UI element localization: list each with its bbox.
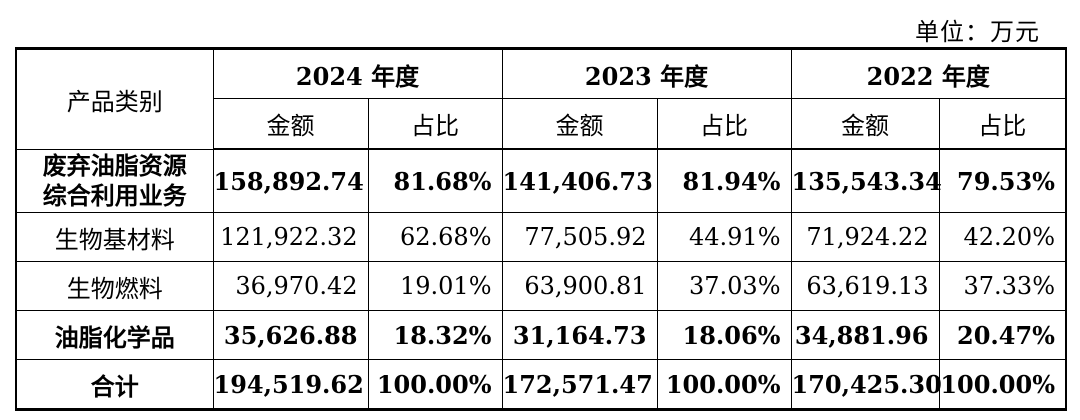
- amount-cell: 63,900.81: [501, 261, 658, 311]
- amount-cell: 170,425.30: [790, 359, 942, 410]
- ratio-cell: 18.32%: [367, 310, 503, 360]
- category-line: 废弃油脂资源: [42, 151, 187, 180]
- amount-cell: 31,164.73: [501, 310, 658, 360]
- table-row: 生物基材料 121,922.32 62.68% 77,505.92 44.91%…: [15, 212, 1067, 262]
- category-header: 产品类别: [15, 48, 214, 150]
- ratio-header: 占比: [367, 98, 503, 150]
- category-line: 综合利用业务: [42, 181, 187, 210]
- amount-cell: 194,519.62: [212, 359, 369, 410]
- ratio-cell: 37.03%: [656, 261, 792, 311]
- amount-cell: 158,892.74: [212, 148, 369, 213]
- ratio-cell: 44.91%: [656, 212, 792, 262]
- ratio-cell: 19.01%: [367, 261, 503, 311]
- row-category: 废弃油脂资源 综合利用业务: [15, 148, 214, 213]
- ratio-cell: 18.06%: [656, 310, 792, 360]
- table-row: 生物燃料 36,970.42 19.01% 63,900.81 37.03% 6…: [15, 261, 1067, 311]
- ratio-header: 占比: [938, 98, 1067, 150]
- amount-header: 金额: [790, 98, 940, 150]
- ratio-cell: 79.53%: [938, 148, 1067, 213]
- amount-cell: 135,543.34: [790, 148, 942, 213]
- amount-header: 金额: [501, 98, 658, 150]
- ratio-cell: 81.94%: [656, 148, 792, 213]
- ratio-cell: 100.00%: [367, 359, 503, 410]
- row-category: 油脂化学品: [15, 310, 214, 360]
- ratio-header: 占比: [656, 98, 792, 150]
- ratio-cell: 100.00%: [938, 359, 1067, 410]
- amount-cell: 141,406.73: [501, 148, 658, 213]
- revenue-by-category-table: 产品类别 2024 年度 2023 年度 2022 年度 金额 占比 金额 占比…: [15, 47, 1067, 411]
- amount-cell: 172,571.47: [501, 359, 658, 410]
- table-row: 废弃油脂资源 综合利用业务 158,892.74 81.68% 141,406.…: [15, 148, 1067, 213]
- year-header-2023: 2023 年度: [501, 48, 792, 99]
- table-row: 油脂化学品 35,626.88 18.32% 31,164.73 18.06% …: [15, 310, 1067, 360]
- row-category: 生物基材料: [15, 212, 214, 262]
- ratio-cell: 37.33%: [938, 261, 1067, 311]
- amount-cell: 121,922.32: [212, 212, 369, 262]
- ratio-cell: 20.47%: [938, 310, 1067, 360]
- amount-cell: 36,970.42: [212, 261, 369, 311]
- row-category: 合计: [15, 359, 214, 410]
- amount-cell: 63,619.13: [790, 261, 940, 311]
- total-row: 合计 194,519.62 100.00% 172,571.47 100.00%…: [15, 359, 1067, 410]
- row-category: 生物燃料: [15, 261, 214, 311]
- ratio-cell: 62.68%: [367, 212, 503, 262]
- ratio-cell: 81.68%: [367, 148, 503, 213]
- amount-cell: 71,924.22: [790, 212, 940, 262]
- year-header-2022: 2022 年度: [790, 48, 1067, 99]
- amount-cell: 35,626.88: [212, 310, 369, 360]
- ratio-cell: 100.00%: [656, 359, 792, 410]
- amount-cell: 34,881.96: [790, 310, 940, 360]
- ratio-cell: 42.20%: [938, 212, 1067, 262]
- amount-header: 金额: [212, 98, 369, 150]
- amount-cell: 77,505.92: [501, 212, 658, 262]
- unit-label: 单位：万元: [915, 18, 1040, 46]
- year-header-2024: 2024 年度: [212, 48, 503, 99]
